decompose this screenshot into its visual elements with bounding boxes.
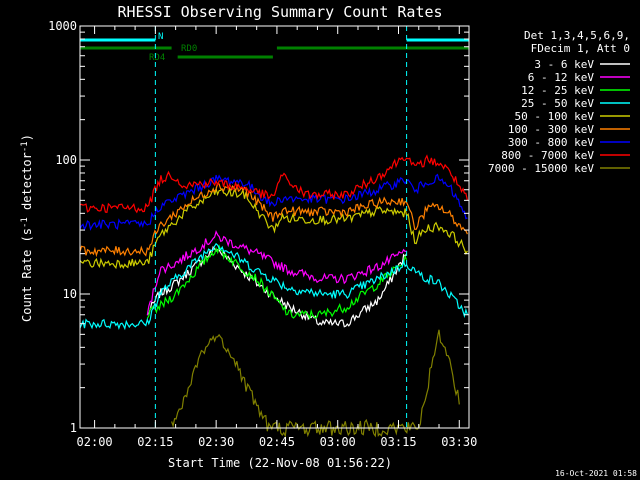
legend-label-4: 50 - 100 keV (515, 110, 595, 123)
x-tick-label-5: 03:15 (380, 435, 416, 449)
x-tick-label-0: 02:00 (77, 435, 113, 449)
legend-label-8: 7000 - 15000 keV (488, 162, 594, 175)
flag-bars: N RD0 RD4 (80, 32, 469, 63)
series-line-7 (79, 154, 468, 214)
series-line-1 (146, 230, 407, 316)
series-line-3 (79, 242, 468, 331)
series-line-4 (79, 186, 468, 270)
series-line-0 (147, 245, 408, 328)
x-tick-label-4: 03:00 (320, 435, 356, 449)
flag-label-rd4: RD4 (149, 53, 165, 63)
legend-label-6: 300 - 800 keV (508, 136, 594, 149)
legend-label-0: 3 - 6 keV (534, 58, 594, 71)
x-tick-label-2: 02:30 (198, 435, 234, 449)
y-axis-label-sup2: -1 (20, 141, 30, 152)
y-axis-label: Count Rate (s-1 detector-1) (20, 134, 34, 322)
night-boundaries (154, 26, 408, 428)
y-axis-label-post: ) (20, 134, 34, 141)
flag-label-rd0: RD0 (181, 44, 197, 54)
y-tick-label-0: 1 (70, 421, 77, 435)
legend-label-3: 25 - 50 keV (521, 97, 594, 110)
legend-label-7: 800 - 7000 keV (501, 149, 594, 162)
x-tick-label-3: 02:45 (259, 435, 295, 449)
flag-label-n: N (158, 32, 163, 42)
x-tick-label-1: 02:15 (137, 435, 173, 449)
legend-header-0: Det 1,3,4,5,6,9, (524, 29, 630, 42)
legend: Det 1,3,4,5,6,9,FDecim 1, Att 0 3 - 6 keV… (488, 29, 630, 175)
y-tick-label-2: 100 (55, 153, 77, 167)
y-axis-label-mid: detector (20, 152, 34, 217)
series-line-8 (171, 329, 460, 438)
legend-header-1: FDecim 1, Att 0 (531, 42, 630, 55)
axes: 02:00 02:15 02:30 02:45 03:00 03:15 03:30 1 10 10… (48, 19, 477, 449)
series-line-2 (146, 244, 408, 321)
y-axis-label-sup1: -1 (20, 217, 30, 228)
y-tick-label-3: 1000 (48, 19, 77, 33)
legend-label-2: 12 - 25 keV (521, 84, 594, 97)
plot-frame (79, 25, 470, 429)
legend-label-1: 6 - 12 keV (528, 71, 595, 84)
chart-title: RHESSI Observing Summary Count Rates (117, 3, 442, 21)
series-line-6 (79, 173, 468, 231)
y-axis-label-pre: Count Rate (s (20, 228, 34, 322)
series-line-5 (79, 182, 468, 258)
x-axis-label: Start Time (22-Nov-08 01:56:22) (168, 456, 392, 470)
x-tick-label-6: 03:30 (441, 435, 477, 449)
footer-timestamp: 16-Oct-2021 01:58 (555, 469, 637, 478)
legend-label-5: 100 - 300 keV (508, 123, 594, 136)
y-tick-label-1: 10 (63, 287, 77, 301)
data-series (79, 154, 468, 438)
